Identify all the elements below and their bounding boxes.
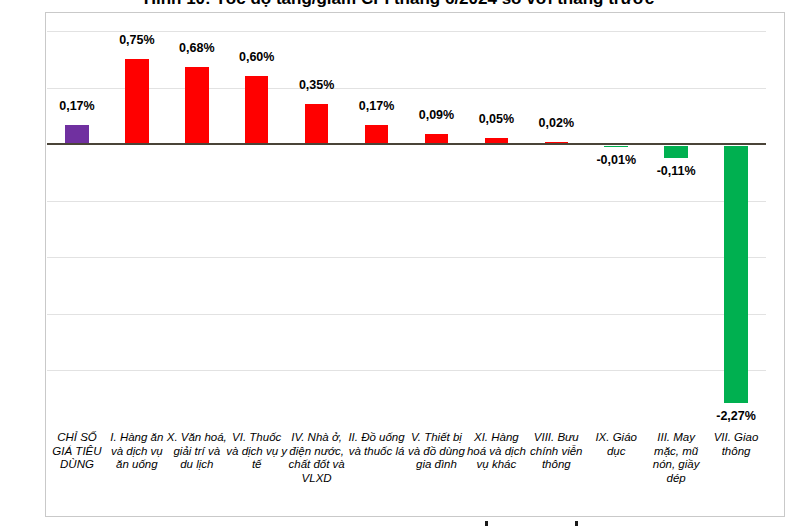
value-label: 0,68%	[165, 41, 229, 56]
bar-category-9	[604, 146, 628, 147]
category-label: V. Thiết bị và đồ dùng gia đình	[405, 431, 467, 472]
category-label: I. Hàng ăn và dịch vụ ăn uống	[106, 431, 168, 472]
bar-category-2	[185, 67, 209, 144]
figure-title: Hình 10: Tốc độ tăng/giảm CPI tháng 6/20…	[0, 0, 798, 9]
category-label: VII. Giao thông	[705, 431, 767, 458]
category-label: VIII. Bưu chính viễn thông	[525, 431, 587, 472]
category-label: IX. Giáo dục	[585, 431, 647, 458]
cropped-caption-fragment	[575, 521, 578, 526]
gridline	[47, 88, 766, 89]
category-label: IV. Nhà ở, điện nước, chất đốt và VLXD	[286, 431, 348, 485]
bar-category-10	[664, 146, 688, 158]
gridline	[47, 370, 766, 371]
category-label: XI. Hàng hoá và dịch vụ khác	[465, 431, 527, 472]
value-label: 0,35%	[285, 78, 349, 93]
category-label: VI. Thuốc và dịch vụ y tế	[226, 431, 288, 472]
x-axis-zero-line	[47, 143, 766, 145]
bar-category-11	[724, 146, 748, 403]
cropped-caption-fragment	[485, 521, 488, 526]
value-label: 0,60%	[225, 50, 289, 65]
value-label: 0,09%	[404, 108, 468, 123]
category-label: II. Đồ uống và thuốc lá	[346, 431, 408, 458]
gridline	[47, 201, 766, 202]
value-label: 0,17%	[345, 99, 409, 114]
bar-category-4	[305, 104, 329, 144]
bar-category-5	[365, 125, 389, 144]
bar-category-3	[245, 76, 269, 144]
value-label: 0,02%	[524, 116, 588, 131]
figure-10-cpi-chart: Hình 10: Tốc độ tăng/giảm CPI tháng 6/20…	[0, 0, 798, 526]
category-label: III. May mặc, mũ nón, giầy dép	[645, 431, 707, 485]
bar-category-1	[125, 59, 149, 144]
value-label: 0,75%	[105, 33, 169, 48]
gridline	[47, 314, 766, 315]
category-label: X. Văn hoá, giải trí và du lịch	[166, 431, 228, 472]
gridline	[47, 257, 766, 258]
value-label: 0,05%	[464, 112, 528, 127]
gridline	[47, 31, 766, 32]
value-label: -0,01%	[584, 153, 648, 168]
value-label: -2,27%	[704, 409, 768, 424]
value-label: -0,11%	[644, 164, 708, 179]
category-label: CHỈ SỐ GIÁ TIÊU DÙNG	[46, 431, 108, 472]
chart-plot-area: 0,17% CHỈ SỐ GIÁ TIÊU DÙNG 0,75% I. Hàng ăn…	[45, 12, 785, 517]
bar-cpi-total	[65, 125, 89, 144]
value-label: 0,17%	[45, 99, 109, 114]
